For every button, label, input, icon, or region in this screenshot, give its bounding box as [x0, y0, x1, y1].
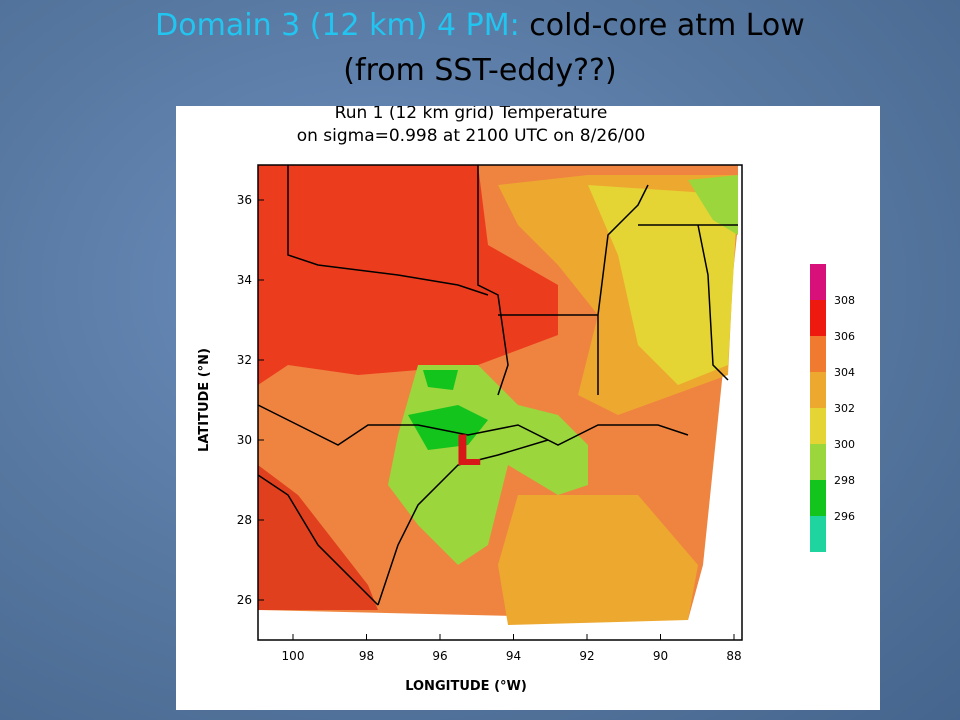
x-tick-label: 90 — [653, 649, 668, 663]
colorbar-label: 304 — [834, 366, 855, 379]
colorbar-segment — [810, 372, 826, 408]
x-tick-label: 94 — [506, 649, 521, 663]
slide-title-line2: (from SST-eddy??) — [343, 53, 617, 88]
colorbar-segment — [810, 264, 826, 300]
map-subtitle: on sigma=0.998 at 2100 UTC on 8/26/00 — [297, 126, 646, 146]
region-cold2 — [423, 370, 458, 390]
colorbar-segment — [810, 336, 826, 372]
x-tick-label: 98 — [359, 649, 374, 663]
low-marker: L — [455, 426, 482, 475]
map-area: L — [257, 164, 743, 641]
region-302b — [498, 495, 698, 625]
y-tick-label: 30 — [237, 433, 252, 447]
colorbar-segment — [810, 444, 826, 480]
colorbar-label: 300 — [834, 438, 855, 451]
x-tick-label: 100 — [282, 649, 305, 663]
region-cold — [408, 405, 488, 450]
x-axis-label: LONGITUDE (°W) — [405, 679, 527, 694]
x-tick-label: 92 — [579, 649, 594, 663]
region-306c — [258, 465, 378, 610]
slide-title: Domain 3 (12 km) 4 PM: cold-core atm Low — [0, 8, 960, 43]
y-axis-label: LATITUDE (°N) — [197, 348, 212, 452]
x-tick-label: 88 — [726, 649, 741, 663]
title-highlight: Domain 3 (12 km) 4 PM: — [155, 8, 520, 43]
y-tick-label: 32 — [237, 353, 252, 367]
colorbar-label: 306 — [834, 330, 855, 343]
colorbar-label: 308 — [834, 294, 855, 307]
colorbar-label: 302 — [834, 402, 855, 415]
colorbar-segment — [810, 516, 826, 552]
map-figure: Run 1 (12 km grid) Temperature on sigma=… — [176, 106, 880, 710]
x-tick-label: 96 — [432, 649, 447, 663]
colorbar-segment — [810, 480, 826, 516]
y-tick-label: 26 — [237, 593, 252, 607]
region-298 — [688, 175, 738, 235]
y-tick-label: 34 — [237, 273, 252, 287]
colorbar-segment — [810, 408, 826, 444]
colorbar-label: 298 — [834, 474, 855, 487]
y-tick-label: 28 — [237, 513, 252, 527]
region-306b — [258, 165, 558, 385]
y-tick-label: 36 — [237, 193, 252, 207]
map-title: Run 1 (12 km grid) Temperature — [335, 106, 608, 123]
colorbar-segment — [810, 300, 826, 336]
title-rest: cold-core atm Low — [529, 8, 805, 43]
colorbar-label: 296 — [834, 510, 855, 523]
